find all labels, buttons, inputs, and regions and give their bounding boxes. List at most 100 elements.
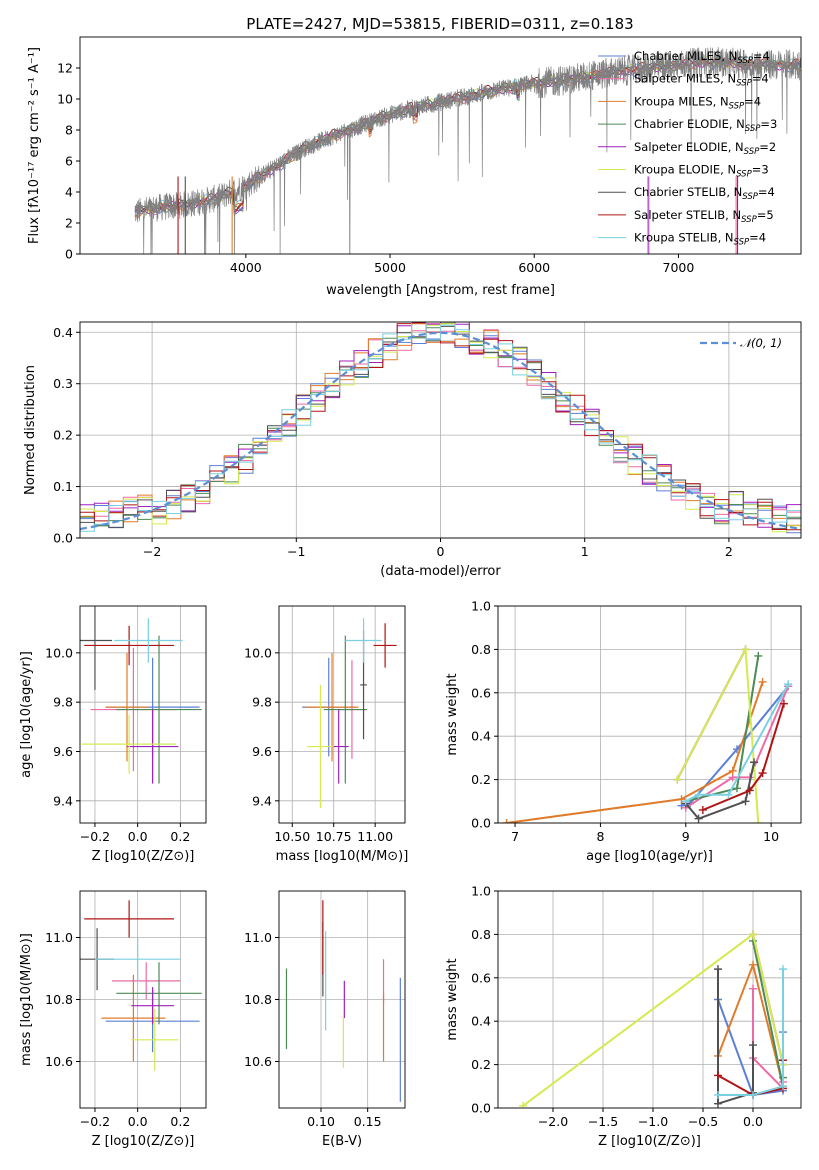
- y-tick-label: 11.0: [45, 930, 73, 945]
- legend-suffix: =4: [744, 94, 761, 108]
- y-tick-label: 9.6: [53, 744, 73, 759]
- y-tick-label: 0.0: [471, 816, 491, 831]
- x-tick-label: −2.0: [538, 1114, 568, 1129]
- y-tick-label: 1.0: [471, 884, 491, 899]
- x-axis-label: (data-model)/error: [380, 564, 501, 579]
- weight-marker: [749, 930, 757, 939]
- axes-frame: [278, 890, 406, 1109]
- weight-marker: [673, 775, 682, 784]
- x-axis-label: Z [log10(Z/Z⊙)]: [92, 1134, 195, 1149]
- y-tick-label: 11.0: [244, 930, 272, 945]
- weight-marker: [724, 790, 733, 799]
- x-tick-label: 0.0: [743, 1114, 763, 1129]
- x-tick-label: 4000: [230, 260, 262, 275]
- x-tick-label: 0.15: [354, 1114, 382, 1129]
- x-tick-label: 1: [581, 544, 589, 559]
- normal-curve: [80, 331, 801, 531]
- x-axis-label: age [log10(age/yr)]: [586, 849, 713, 864]
- x-tick-label: 11.00: [357, 829, 393, 844]
- x-tick-label: 5000: [374, 260, 406, 275]
- y-tick-label: 0.2: [53, 428, 73, 443]
- y-tick-label: 10: [57, 92, 73, 107]
- y-axis-label: Flux [fλ10⁻¹⁷ erg cm⁻² s⁻¹ A⁻¹]: [27, 47, 42, 244]
- y-tick-label: 2: [65, 216, 73, 231]
- plot-area: [134, 47, 801, 254]
- x-tick-label: 0.10: [307, 1114, 335, 1129]
- x-tick-label: 10.50: [274, 829, 310, 844]
- legend-label: Salpeter STELIB, NSSP=5: [634, 208, 774, 225]
- legend-label: Chabrier MILES, NSSP=4: [634, 49, 770, 66]
- y-tick-label: 10.0: [244, 645, 272, 660]
- legend-label: Kroupa ELODIE, NSSP=3: [634, 163, 769, 180]
- panel-spectrum: 4000 5000 6000 7000 0 2 4 6 8 10 12 wavelength [Ang…: [27, 36, 802, 298]
- weight-marker: [758, 769, 767, 778]
- x-axis-label: wavelength [Angstrom, rest frame]: [326, 283, 555, 298]
- x-tick-label: 0.2: [170, 1114, 190, 1129]
- weight-marker: [681, 797, 690, 806]
- plot-area: [519, 930, 787, 1108]
- weight-marker: [758, 677, 767, 686]
- weight-line-chabrier-stelib: [717, 969, 754, 1106]
- y-tick-label: 10.6: [244, 1054, 272, 1069]
- legend-subscript: SSP: [742, 192, 758, 202]
- y-axis-label: Normed distribution: [23, 365, 38, 495]
- weight-marker: [750, 758, 759, 767]
- axes-frame: [278, 605, 406, 824]
- y-axis-label: age [log10(age/yr)]: [19, 651, 34, 778]
- weight-marker: [732, 784, 741, 793]
- x-tick-label: −1.5: [588, 1114, 618, 1129]
- y-tick-label: 10.0: [45, 645, 73, 660]
- weight-line-kroupa-stelib: [685, 683, 790, 803]
- weight-marker: [714, 1099, 722, 1108]
- axes-frame: [79, 36, 802, 255]
- y-tick-label: 9.4: [53, 793, 73, 808]
- panel-mass-vs-ebv: 0.10 0.15 10.6 10.8 11.0 E(B-V): [244, 890, 406, 1149]
- weight-line-salpeter-stelib: [702, 703, 785, 811]
- x-tick-label: 0.0: [128, 829, 148, 844]
- y-axis-label: mass [log10(M/M⊙)]: [19, 933, 34, 1066]
- x-tick-label: 0.0: [128, 1114, 148, 1129]
- legend-subscript: SSP: [736, 79, 752, 89]
- legend-subscript: SSP: [729, 101, 745, 111]
- panel-age-vs-Z: −0.2 0.0 0.2 9.4 9.6 9.8 10.0 Z [log10(Z/Z⊙)] ag…: [19, 605, 207, 864]
- axes-frame: [79, 890, 207, 1109]
- weight-marker: [714, 965, 722, 974]
- weight-marker: [694, 814, 703, 823]
- x-tick-label: 7: [511, 829, 519, 844]
- weight-marker: [694, 790, 703, 799]
- legend-subscript: SSP: [734, 238, 750, 248]
- weight-marker: [677, 795, 686, 804]
- y-tick-label: 1.0: [471, 599, 491, 614]
- weight-marker: [714, 1090, 722, 1099]
- legend-subscript: SSP: [736, 170, 752, 180]
- y-tick-label: 0.8: [471, 927, 491, 942]
- weight-marker: [754, 651, 763, 660]
- x-tick-label: 10: [763, 829, 779, 844]
- weight-marker: [754, 819, 763, 823]
- weight-marker: [784, 680, 793, 689]
- weight-marker: [779, 699, 788, 708]
- x-tick-label: 0.2: [170, 829, 190, 844]
- y-tick-label: 9.8: [53, 695, 73, 710]
- x-tick-label: 7000: [663, 260, 695, 275]
- y-tick-label: 0.4: [471, 729, 491, 744]
- legend-suffix: =4: [753, 49, 770, 63]
- x-axis-label: E(B-V): [322, 1134, 362, 1149]
- x-axis-label: mass [log10(M/M⊙)]: [276, 849, 409, 864]
- weight-marker: [749, 1041, 757, 1050]
- legend-label: Kroupa MILES, NSSP=4: [634, 94, 761, 111]
- y-tick-label: 0.8: [471, 642, 491, 657]
- y-tick-label: 12: [57, 61, 73, 76]
- plot-area: [80, 900, 202, 1071]
- plot-area: [80, 322, 801, 534]
- x-tick-label: 6000: [518, 260, 550, 275]
- x-axis-label: Z [log10(Z/Z⊙)]: [598, 1134, 701, 1149]
- weight-marker: [519, 1101, 527, 1108]
- x-tick-label: −1: [287, 544, 305, 559]
- panel-age-vs-mass: 10.50 10.75 11.00 9.4 9.6 9.8 10.0 mass [log10(…: [244, 605, 409, 864]
- y-tick-label: 0.0: [471, 1101, 491, 1116]
- legend-subscript: SSP: [744, 147, 760, 157]
- weight-marker: [698, 805, 707, 814]
- panel-massweight-vs-Z: −2.0 −1.5 −1.0 −0.5 0.0 0.0 0.2 0.4 0.6 0.8 1.0 Z […: [445, 884, 802, 1149]
- legend-label: Salpeter MILES, NSSP=4: [634, 72, 769, 89]
